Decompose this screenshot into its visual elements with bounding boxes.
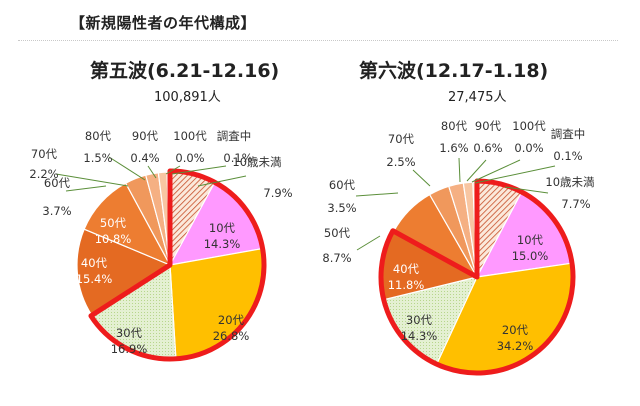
slice-label-80s: 80代 bbox=[85, 129, 112, 143]
slice-label-70s: 70代 bbox=[388, 132, 415, 146]
leader-line-70s bbox=[55, 173, 129, 187]
slice-value-unknown: 0.1% bbox=[223, 151, 252, 165]
slice-label-100s: 100代 bbox=[512, 119, 546, 133]
slice-value-under10: 7.7% bbox=[561, 197, 590, 211]
slice-label-60s: 60代 bbox=[329, 178, 356, 192]
slice-value-unknown: 0.1% bbox=[553, 149, 582, 163]
leader-line-60s bbox=[355, 192, 399, 197]
slice-value-20s: 34.2% bbox=[497, 339, 534, 353]
leader-line-100s bbox=[471, 159, 521, 183]
slice-value-30s: 14.3% bbox=[401, 329, 438, 343]
slice-value-100s: 0.0% bbox=[514, 141, 543, 155]
leader-line-90s bbox=[466, 159, 487, 182]
slice-value-70s: 2.2% bbox=[29, 167, 58, 181]
leader-line-80s bbox=[108, 156, 146, 181]
slice-label-40s: 40代 bbox=[81, 256, 108, 270]
slice-value-90s: 0.6% bbox=[473, 141, 502, 155]
slice-value-under10: 7.9% bbox=[263, 186, 292, 200]
slice-value-80s: 1.6% bbox=[439, 141, 468, 155]
slice-label-50s: 50代 bbox=[100, 216, 127, 230]
leader-line-unknown bbox=[474, 165, 556, 184]
slice-value-10s: 15.0% bbox=[512, 249, 549, 263]
slice-label-100s: 100代 bbox=[173, 129, 207, 143]
title-divider bbox=[18, 40, 618, 41]
slice-value-80s: 1.5% bbox=[83, 151, 112, 165]
panel-title-wave5: 第五波(6.21-12.16) bbox=[90, 60, 280, 82]
slice-value-100s: 0.0% bbox=[175, 151, 204, 165]
pie-chart-wave6: 10代 15.0% 20代 34.2% 30代 14.3% 40代 11.8% 10歳未満 7.7… bbox=[322, 119, 595, 376]
slice-label-under10: 10歳未満 bbox=[545, 175, 594, 189]
slice-label-30s: 30代 bbox=[116, 326, 143, 340]
slice-label-40s: 40代 bbox=[393, 262, 420, 276]
leader-line-70s bbox=[412, 169, 431, 187]
slice-label-60s: 60代 bbox=[44, 176, 71, 190]
slice-label-unknown: 調査中 bbox=[217, 129, 252, 143]
slice-value-10s: 14.3% bbox=[204, 237, 241, 251]
pie-slice-40s bbox=[76, 228, 172, 317]
slice-value-40s: 11.8% bbox=[388, 278, 425, 292]
leader-line-under10 bbox=[197, 175, 247, 187]
panel-title-wave6: 第六波(12.17-1.18) bbox=[359, 60, 549, 82]
slice-label-90s: 90代 bbox=[132, 129, 159, 143]
slice-label-70s: 70代 bbox=[31, 147, 58, 161]
leader-line-unknown bbox=[171, 165, 227, 175]
pie-chart-wave5: 10代 14.3% 20代 26.8% 30代 16.9% 40代 15.4% 50代 10.8%… bbox=[29, 129, 293, 362]
slice-label-unknown: 調査中 bbox=[551, 127, 586, 141]
slice-label-30s: 30代 bbox=[406, 313, 433, 327]
leader-line-under10 bbox=[504, 186, 549, 194]
slice-label-50s: 50代 bbox=[324, 226, 351, 240]
slice-label-10s: 10代 bbox=[209, 221, 236, 235]
slice-value-30s: 16.9% bbox=[111, 342, 148, 356]
slice-value-50s: 10.8% bbox=[95, 232, 132, 246]
leader-line-90s bbox=[147, 165, 157, 179]
slice-label-under10: 10歳未満 bbox=[232, 155, 281, 169]
slice-label-20s: 20代 bbox=[218, 313, 245, 327]
page-title: 【新規陽性者の年代構成】 bbox=[70, 14, 257, 32]
panel-subtitle-wave6: 27,475人 bbox=[448, 90, 507, 105]
slice-label-80s: 80代 bbox=[441, 119, 468, 133]
slice-value-20s: 26.8% bbox=[213, 329, 250, 343]
slice-value-70s: 2.5% bbox=[386, 155, 415, 169]
highlight-outline bbox=[88, 168, 267, 362]
slice-label-90s: 90代 bbox=[475, 119, 502, 133]
slice-value-50s: 8.7% bbox=[322, 251, 351, 265]
slice-value-90s: 0.4% bbox=[130, 151, 159, 165]
slice-value-60s: 3.7% bbox=[42, 204, 71, 218]
leader-line-100s bbox=[165, 165, 181, 175]
panel-subtitle-wave5: 100,891人 bbox=[154, 90, 221, 105]
highlight-outline bbox=[378, 178, 576, 376]
slice-value-60s: 3.5% bbox=[327, 201, 356, 215]
leader-line-60s bbox=[65, 185, 107, 192]
leader-line-50s bbox=[356, 235, 381, 251]
slice-label-10s: 10代 bbox=[517, 233, 544, 247]
leader-line-80s bbox=[458, 157, 461, 183]
slice-value-40s: 15.4% bbox=[76, 272, 113, 286]
slice-label-20s: 20代 bbox=[502, 323, 529, 337]
